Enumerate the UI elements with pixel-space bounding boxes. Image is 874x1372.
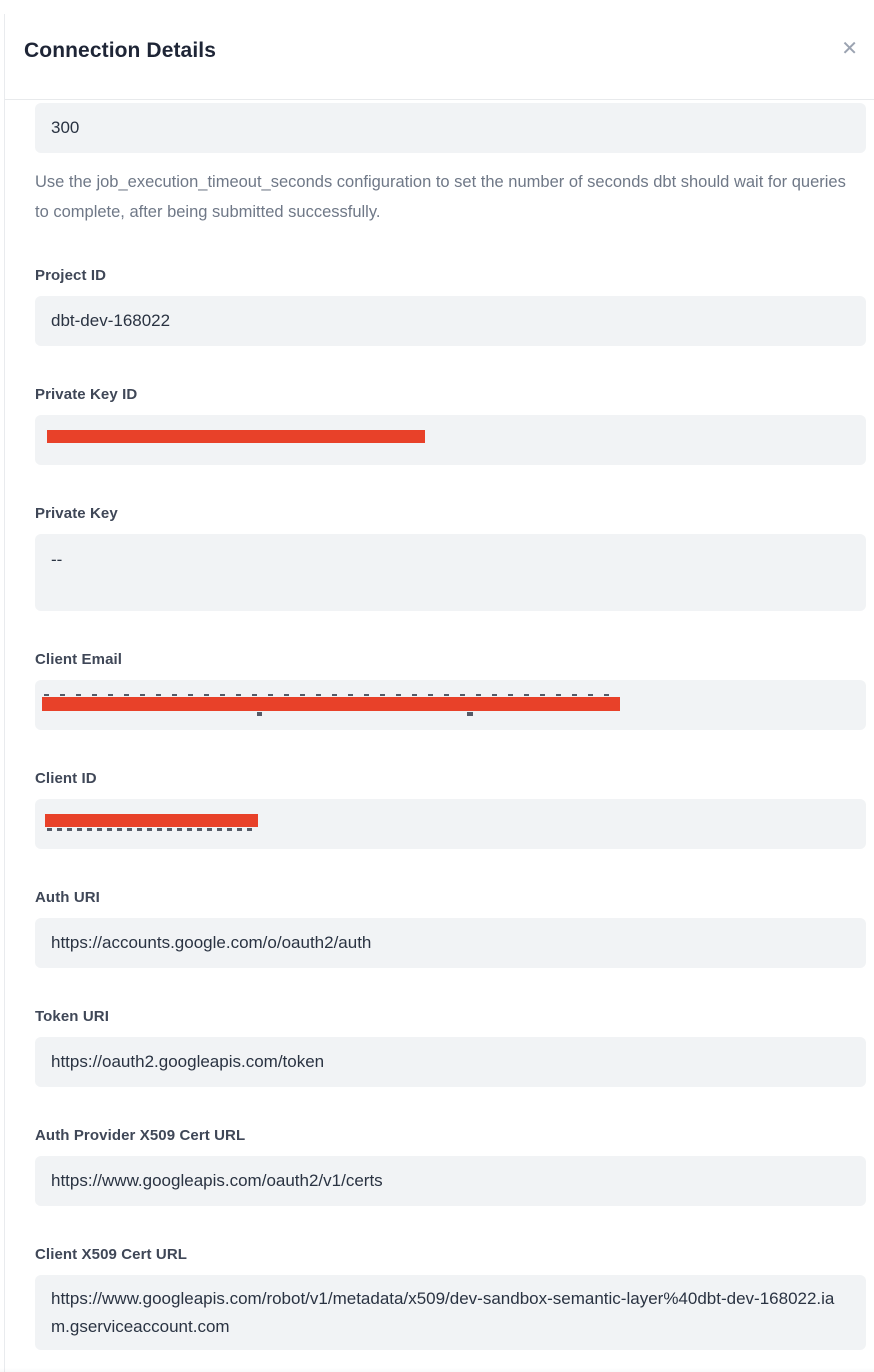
client-x509-cert-url-value: https://www.googleapis.com/robot/v1/meta… bbox=[51, 1289, 835, 1336]
form-group-auth-uri: Auth URI https://accounts.google.com/o/oa… bbox=[35, 889, 866, 968]
field-label-token-uri: Token URI bbox=[35, 1008, 109, 1025]
redacted-text-fragments bbox=[44, 694, 618, 696]
form-group-private-key-id: Private Key ID bbox=[35, 386, 866, 465]
connection-details-modal: Connection Details ✕ 300 Use the job_exe… bbox=[4, 14, 874, 1372]
redacted-text-fragments bbox=[42, 712, 620, 716]
modal-body: 300 Use the job_execution_timeout_second… bbox=[5, 100, 874, 1350]
form-group-client-x509-cert-url: Client X509 Cert URL https://www.googleap… bbox=[35, 1246, 866, 1350]
field-label-project-id: Project ID bbox=[35, 267, 107, 284]
auth-provider-x509-cert-url-value: https://www.googleapis.com/oauth2/v1/cer… bbox=[51, 1171, 383, 1190]
job-execution-timeout-input[interactable]: 300 bbox=[35, 103, 866, 153]
auth-uri-value: https://accounts.google.com/o/oauth2/aut… bbox=[51, 933, 372, 952]
field-label-client-email: Client Email bbox=[35, 651, 123, 668]
form-group-private-key: Private Key -- bbox=[35, 505, 866, 611]
token-uri-value: https://oauth2.googleapis.com/token bbox=[51, 1052, 325, 1071]
client-x509-cert-url-input[interactable]: https://www.googleapis.com/robot/v1/meta… bbox=[35, 1275, 866, 1350]
form-group-client-id: Client ID bbox=[35, 770, 866, 849]
private-key-id-input[interactable] bbox=[35, 415, 866, 465]
field-label-client-id: Client ID bbox=[35, 770, 97, 787]
close-icon[interactable]: ✕ bbox=[841, 38, 858, 60]
project-id-value: dbt-dev-168022 bbox=[51, 311, 171, 330]
redaction-bar bbox=[45, 814, 258, 831]
job-execution-timeout-value: 300 bbox=[51, 118, 80, 137]
timeout-help-text: Use the job_execution_timeout_seconds co… bbox=[35, 173, 846, 221]
modal-header: Connection Details ✕ bbox=[5, 14, 874, 100]
redaction-bar bbox=[47, 430, 425, 443]
private-key-input[interactable]: -- bbox=[35, 534, 866, 611]
redaction-bar bbox=[42, 694, 620, 716]
field-label-auth-provider-x509-cert-url: Auth Provider X509 Cert URL bbox=[35, 1127, 246, 1144]
auth-provider-x509-cert-url-input[interactable]: https://www.googleapis.com/oauth2/v1/cer… bbox=[35, 1156, 866, 1206]
auth-uri-input[interactable]: https://accounts.google.com/o/oauth2/aut… bbox=[35, 918, 866, 968]
project-id-input[interactable]: dbt-dev-168022 bbox=[35, 296, 866, 346]
form-group-client-email: Client Email bbox=[35, 651, 866, 730]
form-group-project-id: Project ID dbt-dev-168022 bbox=[35, 267, 866, 346]
page-title: Connection Details bbox=[24, 39, 216, 62]
client-id-input[interactable] bbox=[35, 799, 866, 849]
client-email-input[interactable] bbox=[35, 680, 866, 730]
form-group-auth-provider-x509-cert-url: Auth Provider X509 Cert URL https://www.g… bbox=[35, 1127, 866, 1206]
field-label-private-key: Private Key bbox=[35, 505, 118, 522]
form-group-token-uri: Token URI https://oauth2.googleapis.com/t… bbox=[35, 1008, 866, 1087]
redacted-text-fragments bbox=[47, 828, 252, 831]
field-label-auth-uri: Auth URI bbox=[35, 889, 100, 906]
token-uri-input[interactable]: https://oauth2.googleapis.com/token bbox=[35, 1037, 866, 1087]
field-label-client-x509-cert-url: Client X509 Cert URL bbox=[35, 1246, 188, 1263]
field-label-private-key-id: Private Key ID bbox=[35, 386, 138, 403]
connection-fields: Project ID dbt-dev-168022 Private Key ID Pr… bbox=[35, 267, 866, 1350]
private-key-value: -- bbox=[51, 550, 63, 569]
